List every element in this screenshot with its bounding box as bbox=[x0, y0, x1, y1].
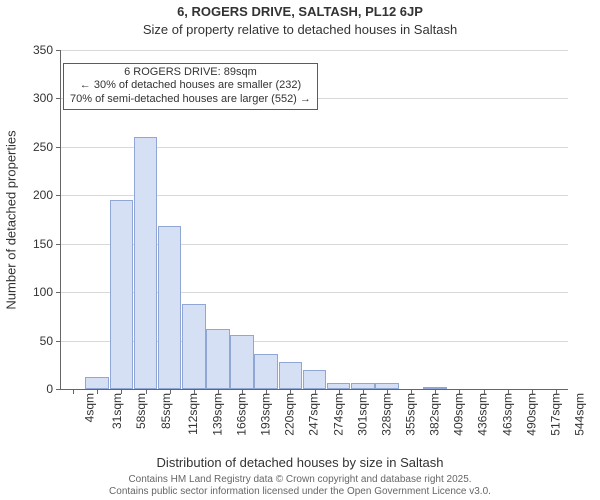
histogram-bar bbox=[279, 362, 303, 389]
x-tick-label: 112sqm bbox=[186, 389, 200, 435]
callout-line-1: 6 ROGERS DRIVE: 89sqm bbox=[70, 66, 311, 80]
x-tick-label: 193sqm bbox=[258, 389, 272, 436]
x-tick-mark bbox=[484, 389, 485, 394]
x-tick-mark bbox=[73, 389, 74, 394]
histogram-bar bbox=[134, 137, 158, 389]
y-tick-mark bbox=[56, 292, 61, 293]
x-tick-mark bbox=[411, 389, 412, 394]
x-tick-label: 409sqm bbox=[452, 389, 466, 436]
x-tick-mark bbox=[459, 389, 460, 394]
x-tick-mark bbox=[97, 389, 98, 394]
x-tick-mark bbox=[435, 389, 436, 394]
x-tick-label: 544sqm bbox=[572, 389, 586, 436]
x-tick-label: 58sqm bbox=[134, 389, 148, 429]
x-tick-mark bbox=[266, 389, 267, 394]
x-tick-label: 247sqm bbox=[307, 389, 321, 436]
x-tick-label: 463sqm bbox=[500, 389, 514, 436]
x-tick-mark bbox=[532, 389, 533, 394]
x-tick-mark bbox=[556, 389, 557, 394]
callout-line-2: ← 30% of detached houses are smaller (23… bbox=[70, 79, 311, 93]
histogram-bar bbox=[85, 377, 109, 389]
x-tick-mark bbox=[339, 389, 340, 394]
histogram-bar bbox=[254, 354, 278, 389]
y-tick-mark bbox=[56, 244, 61, 245]
y-tick-mark bbox=[56, 50, 61, 51]
x-tick-label: 490sqm bbox=[524, 389, 538, 436]
x-tick-label: 274sqm bbox=[331, 389, 345, 436]
footer-line-1: Contains HM Land Registry data © Crown c… bbox=[0, 474, 600, 486]
x-tick-label: 328sqm bbox=[379, 389, 393, 436]
x-tick-label: 301sqm bbox=[355, 389, 369, 436]
grid-line bbox=[61, 50, 568, 51]
y-tick-mark bbox=[56, 195, 61, 196]
x-tick-mark bbox=[170, 389, 171, 394]
x-tick-mark bbox=[121, 389, 122, 394]
chart-subtitle: Size of property relative to detached ho… bbox=[0, 22, 600, 37]
y-tick-mark bbox=[56, 341, 61, 342]
x-tick-label: 382sqm bbox=[427, 389, 441, 436]
x-tick-mark bbox=[315, 389, 316, 394]
x-tick-label: 4sqm bbox=[83, 389, 97, 422]
x-tick-mark bbox=[290, 389, 291, 394]
x-tick-mark bbox=[242, 389, 243, 394]
x-tick-label: 139sqm bbox=[210, 389, 224, 436]
histogram-bar bbox=[230, 335, 254, 389]
y-tick-label: 350 bbox=[33, 43, 53, 57]
y-tick-mark bbox=[56, 389, 61, 390]
histogram-bar bbox=[182, 304, 206, 389]
callout-box: 6 ROGERS DRIVE: 89sqm← 30% of detached h… bbox=[63, 63, 318, 110]
histogram-bar bbox=[110, 200, 134, 389]
y-tick-mark bbox=[56, 147, 61, 148]
x-tick-mark bbox=[363, 389, 364, 394]
y-tick-label: 100 bbox=[33, 285, 53, 299]
y-tick-label: 250 bbox=[33, 140, 53, 154]
y-tick-mark bbox=[56, 98, 61, 99]
x-tick-mark bbox=[218, 389, 219, 394]
y-axis-label: Number of detached properties bbox=[3, 130, 18, 309]
x-tick-label: 220sqm bbox=[283, 389, 297, 436]
y-tick-label: 50 bbox=[40, 334, 53, 348]
x-tick-mark bbox=[508, 389, 509, 394]
x-tick-label: 85sqm bbox=[159, 389, 173, 429]
x-tick-mark bbox=[194, 389, 195, 394]
callout-line-3: 70% of semi-detached houses are larger (… bbox=[70, 93, 311, 107]
histogram-bar bbox=[158, 226, 182, 389]
x-tick-label: 166sqm bbox=[234, 389, 248, 436]
x-tick-label: 31sqm bbox=[110, 389, 124, 429]
histogram-bar bbox=[206, 329, 230, 389]
chart-footer: Contains HM Land Registry data © Crown c… bbox=[0, 474, 600, 498]
y-tick-label: 0 bbox=[46, 382, 53, 396]
x-tick-mark bbox=[146, 389, 147, 394]
y-tick-label: 150 bbox=[33, 237, 53, 251]
x-tick-label: 436sqm bbox=[476, 389, 490, 436]
chart-title: 6, ROGERS DRIVE, SALTASH, PL12 6JP bbox=[0, 4, 600, 19]
chart-container: 6, ROGERS DRIVE, SALTASH, PL12 6JP Size … bbox=[0, 0, 600, 500]
x-tick-label: 355sqm bbox=[403, 389, 417, 436]
y-tick-label: 300 bbox=[33, 91, 53, 105]
y-tick-label: 200 bbox=[33, 188, 53, 202]
histogram-bar bbox=[303, 370, 327, 389]
x-tick-mark bbox=[387, 389, 388, 394]
plot-area: 0501001502002503003504sqm31sqm58sqm85sqm… bbox=[60, 50, 568, 390]
footer-line-2: Contains public sector information licen… bbox=[0, 486, 600, 498]
x-tick-label: 517sqm bbox=[548, 389, 562, 436]
x-axis-label: Distribution of detached houses by size … bbox=[0, 455, 600, 470]
